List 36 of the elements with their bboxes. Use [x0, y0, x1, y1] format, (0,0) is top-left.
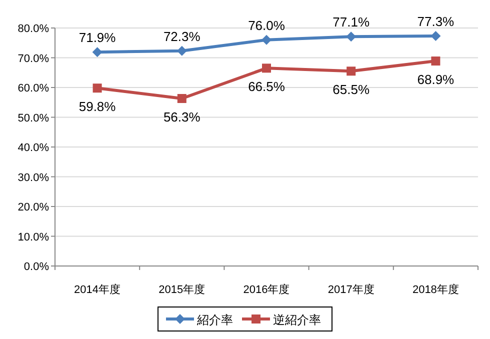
label: 65.5% [332, 82, 370, 98]
point [176, 46, 187, 56]
label: 77.3% [417, 14, 454, 30]
label: 71.9% [78, 30, 116, 46]
point [92, 84, 102, 93]
label: 72.3% [163, 28, 200, 44]
xtick: 2016年度 [243, 284, 290, 296]
ytick: 80.0% [18, 23, 49, 35]
label: 59.8% [78, 99, 116, 114]
legend-label: 紹介率 [197, 313, 233, 327]
ytick: 70.0% [18, 52, 49, 65]
ytick: 0.0% [24, 261, 49, 273]
point [92, 47, 102, 58]
point [262, 64, 271, 73]
point [431, 56, 440, 66]
ytick: 20.0% [18, 202, 49, 214]
label: 66.5% [248, 79, 285, 94]
ytick: 30.0% [18, 172, 49, 184]
point [177, 94, 186, 104]
xtick: 2017年度 [328, 284, 374, 296]
point [430, 31, 441, 42]
point [262, 34, 272, 45]
label: 68.9% [417, 72, 454, 88]
point [346, 32, 356, 42]
label: 77.1% [332, 14, 370, 30]
legend-label: 逆紹介率 [273, 313, 321, 327]
xtick: 2014年度 [74, 284, 121, 296]
ytick: 40.0% [18, 142, 49, 154]
label: 56.3% [163, 110, 200, 124]
xtick: 2018年度 [412, 284, 459, 296]
ytick: 10.0% [18, 231, 49, 244]
ytick: 60.0% [18, 82, 49, 94]
label: 76.0% [248, 18, 285, 33]
xtick: 2015年度 [158, 284, 206, 296]
point [346, 66, 356, 76]
ytick: 50.0% [18, 112, 49, 124]
